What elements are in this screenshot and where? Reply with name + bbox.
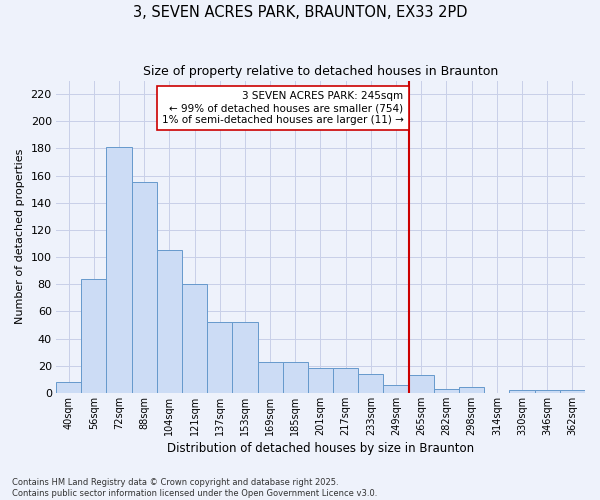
Bar — [283, 362, 308, 393]
Bar — [257, 362, 283, 393]
Bar — [106, 147, 131, 393]
Bar — [81, 279, 106, 393]
Bar — [182, 284, 207, 393]
Bar — [383, 385, 409, 393]
Bar — [459, 388, 484, 393]
Bar — [157, 250, 182, 393]
Bar — [232, 322, 257, 393]
Bar — [509, 390, 535, 393]
Bar — [131, 182, 157, 393]
Text: Contains HM Land Registry data © Crown copyright and database right 2025.
Contai: Contains HM Land Registry data © Crown c… — [12, 478, 377, 498]
Text: 3, SEVEN ACRES PARK, BRAUNTON, EX33 2PD: 3, SEVEN ACRES PARK, BRAUNTON, EX33 2PD — [133, 5, 467, 20]
Bar — [409, 375, 434, 393]
Title: Size of property relative to detached houses in Braunton: Size of property relative to detached ho… — [143, 65, 498, 78]
Bar — [207, 322, 232, 393]
Bar — [56, 382, 81, 393]
Y-axis label: Number of detached properties: Number of detached properties — [15, 149, 25, 324]
Text: 3 SEVEN ACRES PARK: 245sqm
← 99% of detached houses are smaller (754)
1% of semi: 3 SEVEN ACRES PARK: 245sqm ← 99% of deta… — [162, 92, 404, 124]
Bar — [560, 390, 585, 393]
Bar — [308, 368, 333, 393]
Bar — [535, 390, 560, 393]
Bar — [434, 389, 459, 393]
Bar — [358, 374, 383, 393]
X-axis label: Distribution of detached houses by size in Braunton: Distribution of detached houses by size … — [167, 442, 474, 455]
Bar — [333, 368, 358, 393]
